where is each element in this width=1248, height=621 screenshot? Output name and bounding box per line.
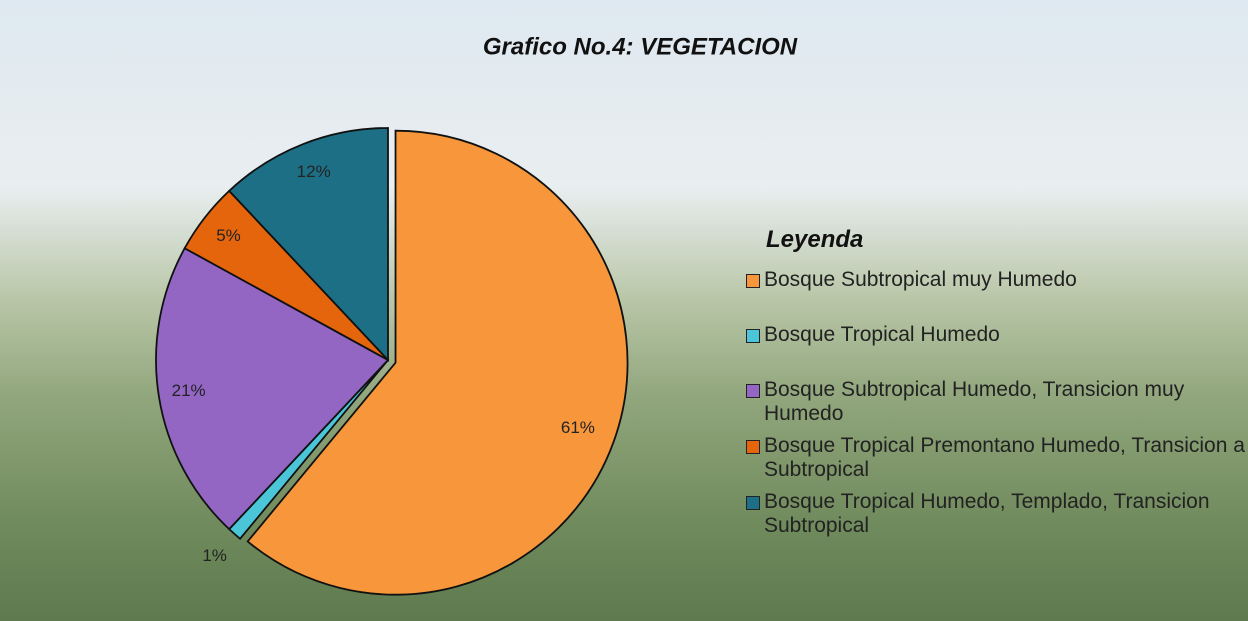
pie-slice bbox=[246, 129, 629, 596]
pie-slice bbox=[227, 127, 389, 363]
legend-title: Leyenda bbox=[766, 226, 864, 253]
legend-item: Bosque Tropical Premontano Humedo, Trans… bbox=[746, 434, 1246, 490]
legend-swatch bbox=[746, 384, 760, 398]
legend-label: Bosque Tropical Humedo, Templado, Transi… bbox=[764, 490, 1210, 537]
legend-swatch bbox=[746, 274, 760, 288]
slice-label: 61% bbox=[561, 418, 595, 437]
legend-swatch bbox=[746, 440, 760, 454]
legend-swatch bbox=[746, 496, 760, 510]
legend-label: Bosque Tropical Humedo bbox=[764, 323, 1000, 346]
legend-label: Bosque Tropical Premontano Humedo, Trans… bbox=[764, 434, 1245, 481]
chart-title: Grafico No.4: VEGETACION bbox=[483, 33, 798, 60]
pie-slice bbox=[155, 247, 390, 531]
legend-item: Bosque Tropical Humedo bbox=[746, 323, 1246, 378]
legend-label: Bosque Subtropical muy Humedo bbox=[764, 268, 1077, 291]
slice-label: 1% bbox=[202, 546, 227, 565]
legend-label: Bosque Subtropical Humedo, Transicion mu… bbox=[764, 378, 1185, 425]
slice-label: 21% bbox=[172, 381, 206, 400]
slice-label: 12% bbox=[297, 162, 331, 181]
slice-label: 5% bbox=[216, 226, 241, 245]
legend-item: Bosque Subtropical Humedo, Transicion mu… bbox=[746, 378, 1246, 434]
legend-swatch bbox=[746, 329, 760, 343]
legend-item: Bosque Subtropical muy Humedo bbox=[746, 268, 1246, 323]
legend-item: Bosque Tropical Humedo, Templado, Transi… bbox=[746, 490, 1246, 545]
legend: Leyenda Bosque Subtropical muy Humedo Bos… bbox=[746, 226, 1246, 545]
